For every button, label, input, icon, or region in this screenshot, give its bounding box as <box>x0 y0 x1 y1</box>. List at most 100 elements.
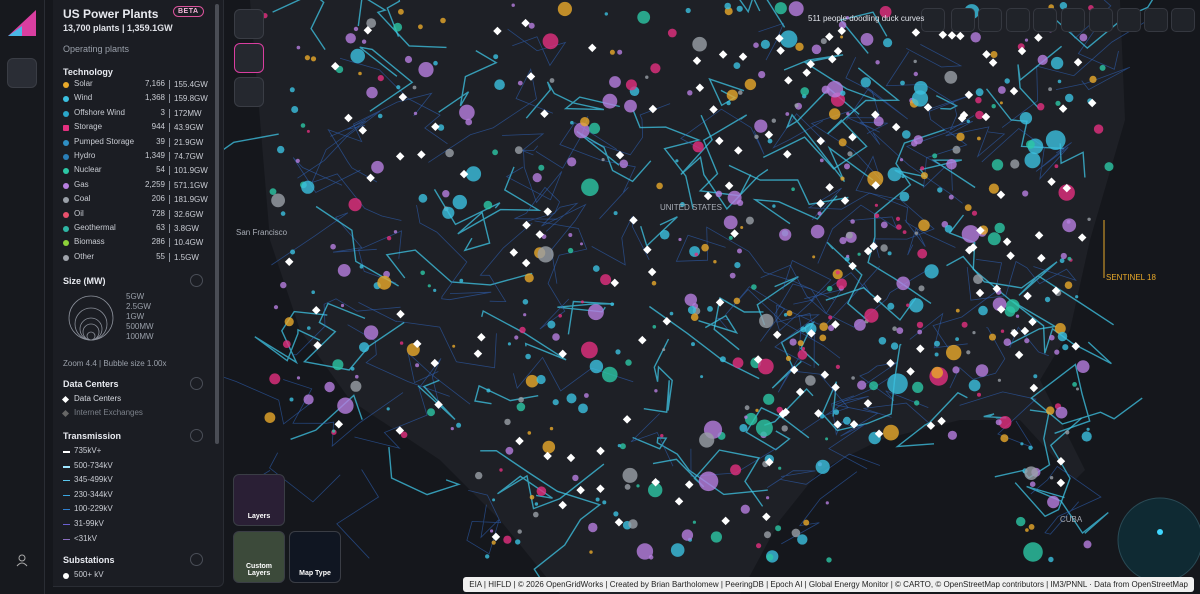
circle-button[interactable] <box>234 77 264 107</box>
section-heading: Data Centers <box>63 379 119 389</box>
plant-bubble <box>359 342 370 353</box>
transmission-row[interactable]: <31kV <box>63 534 213 547</box>
tool-button[interactable] <box>1006 8 1030 32</box>
plants-tab[interactable] <box>7 58 37 88</box>
layer-tile[interactable]: Map Type <box>289 531 341 583</box>
plant-bubble <box>366 86 378 99</box>
technology-row[interactable]: Wind 1,368 159.8GW <box>63 93 213 106</box>
tool-button[interactable] <box>1089 8 1113 32</box>
plant-bubble <box>916 321 924 329</box>
data-center <box>959 110 969 120</box>
tool-button[interactable] <box>1144 8 1168 32</box>
tool-button[interactable] <box>1033 8 1057 32</box>
line-swatch <box>63 524 70 525</box>
technology-row[interactable]: Nuclear 54 101.9GW <box>63 165 213 178</box>
data-center <box>709 105 718 114</box>
plant-bubble <box>740 504 750 514</box>
layer-tile[interactable]: Layers <box>233 474 285 526</box>
plant-bubble <box>766 553 774 561</box>
tool-button[interactable] <box>921 8 945 32</box>
transmission-line <box>630 413 674 467</box>
technology-row[interactable]: Biomass 286 10.4GW <box>63 237 213 250</box>
plant-bubble <box>973 274 983 285</box>
transmission-row[interactable]: 100-229kV <box>63 504 213 517</box>
transmission-row[interactable]: 500-734kV <box>63 461 213 474</box>
beta-badge: BETA <box>173 6 204 17</box>
tech-count: 728 <box>151 208 165 218</box>
transmission-row[interactable]: 735kV+ <box>63 446 213 459</box>
plant-bubble <box>280 211 286 216</box>
plant-bubble <box>536 374 546 385</box>
layer-tile[interactable]: Custom Layers <box>233 531 285 583</box>
plants-button[interactable] <box>234 43 264 73</box>
user-icon[interactable] <box>14 552 30 568</box>
data-center-row[interactable]: Data Centers <box>61 394 213 407</box>
settings-button[interactable] <box>190 429 203 442</box>
plant-bubble <box>1057 331 1068 342</box>
tool-button[interactable] <box>978 8 1002 32</box>
plant-bubble <box>1057 79 1062 84</box>
scrollbar[interactable] <box>215 4 219 444</box>
tool-button[interactable] <box>1117 8 1141 32</box>
plant-bubble <box>580 117 590 127</box>
plant-bubble <box>593 265 600 272</box>
tool-button[interactable] <box>1171 8 1195 32</box>
logo[interactable] <box>0 0 44 44</box>
transmission-line <box>846 86 908 121</box>
data-center <box>334 420 344 429</box>
plant-bubble <box>507 342 511 346</box>
tech-capacity: 155.4GW <box>169 80 208 89</box>
technology-row[interactable]: Solar 7,166 155.4GW <box>63 79 213 92</box>
technology-row[interactable]: Oil 728 32.6GW <box>63 209 213 222</box>
plant-bubble <box>694 252 699 257</box>
plant-bubble <box>604 12 608 16</box>
transmission-line <box>591 215 650 266</box>
plant-bubble <box>966 119 970 124</box>
plant-bubble <box>503 535 512 544</box>
data-center <box>1014 350 1024 360</box>
plant-bubble <box>310 56 317 62</box>
tool-button[interactable] <box>951 8 975 32</box>
tech-count: 1,368 <box>144 93 165 103</box>
settings-button[interactable] <box>190 553 203 566</box>
plant-bubble <box>707 306 713 312</box>
transmission-line <box>501 133 563 204</box>
technology-row[interactable]: Geothermal 63 3.8GW <box>63 223 213 236</box>
search-button[interactable] <box>234 9 264 39</box>
tool-button[interactable] <box>1061 8 1085 32</box>
technology-row[interactable]: Coal 206 181.9GW <box>63 194 213 207</box>
plant-bubble <box>990 51 998 58</box>
transmission-line <box>292 157 361 194</box>
transmission-line <box>339 57 448 145</box>
data-center <box>558 500 567 510</box>
technology-row[interactable]: Storage 944 43.9GW <box>63 122 213 135</box>
plant-bubble <box>1024 338 1030 344</box>
icon-rail <box>0 0 45 594</box>
data-center <box>684 480 694 489</box>
transmission-line <box>895 391 968 448</box>
settings-button[interactable] <box>190 274 203 287</box>
transmission-row[interactable]: 230-344kV <box>63 490 213 503</box>
plant-bubble <box>600 274 612 286</box>
technology-row[interactable]: Gas 2,259 571.1GW <box>63 180 213 193</box>
data-center <box>874 429 884 438</box>
color-dot <box>63 125 69 132</box>
transmission-row[interactable]: 31-99kV <box>63 519 213 532</box>
settings-button[interactable] <box>190 377 203 390</box>
line-swatch <box>63 538 70 540</box>
plant-bubble <box>739 424 748 432</box>
technology-row[interactable]: Pumped Storage 39 21.9GW <box>63 137 213 150</box>
technology-row[interactable]: Offshore Wind 3 172MW <box>63 108 213 121</box>
plant-bubble <box>295 158 300 163</box>
plant-bubble <box>887 302 895 310</box>
sidebar-panel: US Power Plants BETA 13,700 plants | 1,3… <box>53 0 224 587</box>
data-center-row[interactable]: Internet Exchanges <box>61 408 213 421</box>
technology-row[interactable]: Other 55 1.5GW <box>63 252 213 265</box>
plant-bubble <box>527 431 532 435</box>
technology-row[interactable]: Hydro 1,349 74.7GW <box>63 151 213 164</box>
plant-bubble <box>880 221 888 229</box>
transmission-row[interactable]: 345-499kV <box>63 475 213 488</box>
plant-bubble <box>860 77 871 88</box>
plant-bubble <box>887 167 902 182</box>
substation-row[interactable]: 500+ kV <box>63 570 213 583</box>
